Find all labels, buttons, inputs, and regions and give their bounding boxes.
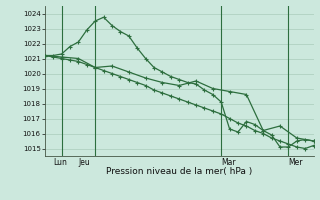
- Text: Jeu: Jeu: [78, 158, 90, 167]
- Text: Mar: Mar: [221, 158, 236, 167]
- Text: Lun: Lun: [53, 158, 67, 167]
- X-axis label: Pression niveau de la mer( hPa ): Pression niveau de la mer( hPa ): [106, 167, 252, 176]
- Text: Mer: Mer: [288, 158, 303, 167]
